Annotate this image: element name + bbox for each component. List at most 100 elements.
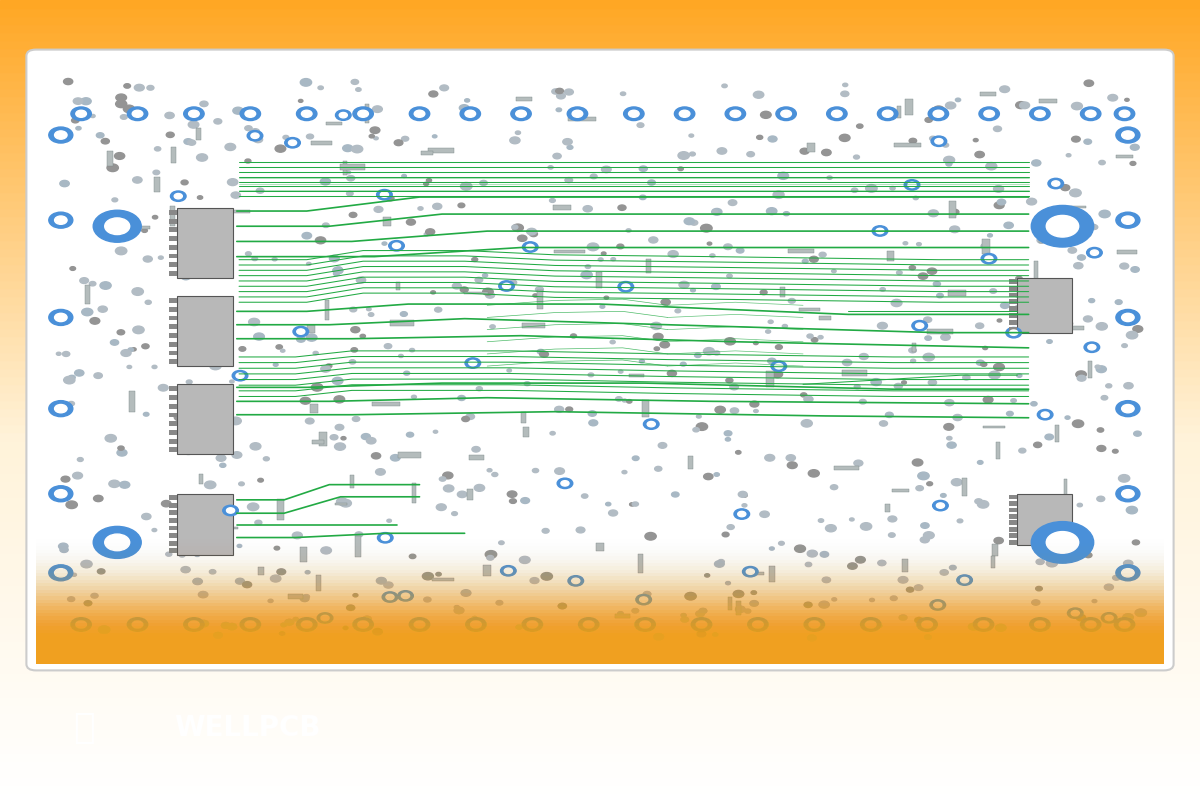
- Bar: [168, 307, 178, 312]
- Circle shape: [492, 473, 498, 477]
- Bar: [1063, 478, 1068, 496]
- Circle shape: [994, 126, 1002, 131]
- Circle shape: [1080, 107, 1100, 121]
- Circle shape: [1122, 405, 1134, 413]
- Circle shape: [382, 242, 386, 245]
- Circle shape: [953, 414, 962, 421]
- Circle shape: [800, 393, 806, 397]
- Circle shape: [181, 274, 191, 280]
- Circle shape: [305, 570, 310, 574]
- Circle shape: [772, 370, 782, 378]
- Circle shape: [96, 133, 104, 138]
- Circle shape: [808, 635, 816, 641]
- Bar: [0, 72, 1200, 80]
- Circle shape: [1034, 110, 1045, 118]
- Bar: [0, 720, 1200, 728]
- Circle shape: [372, 106, 383, 113]
- Circle shape: [818, 601, 829, 608]
- Circle shape: [672, 492, 679, 497]
- Circle shape: [94, 526, 142, 558]
- Circle shape: [1130, 144, 1139, 150]
- Circle shape: [924, 635, 931, 639]
- Circle shape: [1067, 154, 1070, 157]
- Circle shape: [713, 210, 718, 214]
- Bar: [0, 8, 1200, 16]
- Circle shape: [690, 152, 695, 156]
- Circle shape: [115, 100, 127, 108]
- Circle shape: [842, 359, 852, 366]
- Circle shape: [958, 519, 962, 522]
- Bar: [0, 256, 1200, 264]
- Bar: [36, 620, 1164, 664]
- Circle shape: [827, 176, 832, 179]
- Circle shape: [950, 210, 959, 215]
- Bar: [0, 192, 1200, 200]
- Bar: [962, 478, 967, 496]
- Bar: [168, 324, 178, 329]
- Circle shape: [926, 482, 932, 486]
- Circle shape: [431, 291, 436, 294]
- Circle shape: [134, 84, 144, 91]
- Bar: [905, 98, 913, 115]
- Circle shape: [691, 618, 712, 631]
- Circle shape: [1097, 322, 1108, 330]
- Circle shape: [949, 226, 960, 233]
- Circle shape: [164, 112, 174, 118]
- Circle shape: [1097, 366, 1106, 373]
- Bar: [0, 320, 1200, 328]
- Bar: [1009, 293, 1018, 298]
- Circle shape: [64, 376, 74, 384]
- Bar: [1038, 222, 1043, 243]
- Bar: [736, 602, 742, 615]
- Circle shape: [589, 420, 598, 426]
- Circle shape: [389, 243, 395, 247]
- Circle shape: [890, 186, 895, 190]
- Bar: [0, 464, 1200, 472]
- Circle shape: [66, 501, 77, 509]
- Circle shape: [968, 623, 978, 630]
- Circle shape: [239, 482, 245, 486]
- Circle shape: [1001, 302, 1009, 308]
- Bar: [300, 547, 307, 562]
- Bar: [319, 432, 326, 446]
- Circle shape: [626, 229, 631, 232]
- Circle shape: [877, 107, 898, 121]
- Bar: [0, 656, 1200, 664]
- Bar: [0, 568, 1200, 576]
- Circle shape: [466, 358, 481, 368]
- Circle shape: [632, 609, 638, 613]
- Circle shape: [440, 85, 449, 90]
- Circle shape: [373, 137, 378, 140]
- Circle shape: [588, 411, 596, 416]
- Circle shape: [302, 233, 312, 239]
- Bar: [0, 400, 1200, 408]
- Circle shape: [581, 271, 593, 278]
- Circle shape: [1105, 615, 1114, 621]
- Circle shape: [990, 289, 996, 294]
- Circle shape: [860, 618, 881, 631]
- FancyBboxPatch shape: [26, 50, 1174, 670]
- Circle shape: [647, 422, 655, 427]
- Circle shape: [72, 574, 77, 576]
- Circle shape: [779, 542, 785, 545]
- Bar: [36, 626, 1164, 664]
- Circle shape: [77, 458, 83, 462]
- Circle shape: [401, 312, 407, 316]
- Circle shape: [622, 284, 630, 290]
- Circle shape: [570, 334, 576, 338]
- Circle shape: [977, 360, 984, 366]
- Circle shape: [142, 229, 148, 232]
- Circle shape: [407, 219, 415, 225]
- Circle shape: [1051, 291, 1061, 298]
- Circle shape: [240, 107, 260, 121]
- Circle shape: [194, 553, 200, 557]
- Circle shape: [726, 582, 731, 585]
- Circle shape: [1135, 609, 1146, 617]
- Circle shape: [464, 110, 475, 118]
- Bar: [0, 552, 1200, 560]
- Bar: [1009, 494, 1018, 499]
- Circle shape: [370, 134, 374, 138]
- Circle shape: [941, 494, 946, 498]
- Circle shape: [788, 298, 796, 303]
- Bar: [0, 424, 1200, 432]
